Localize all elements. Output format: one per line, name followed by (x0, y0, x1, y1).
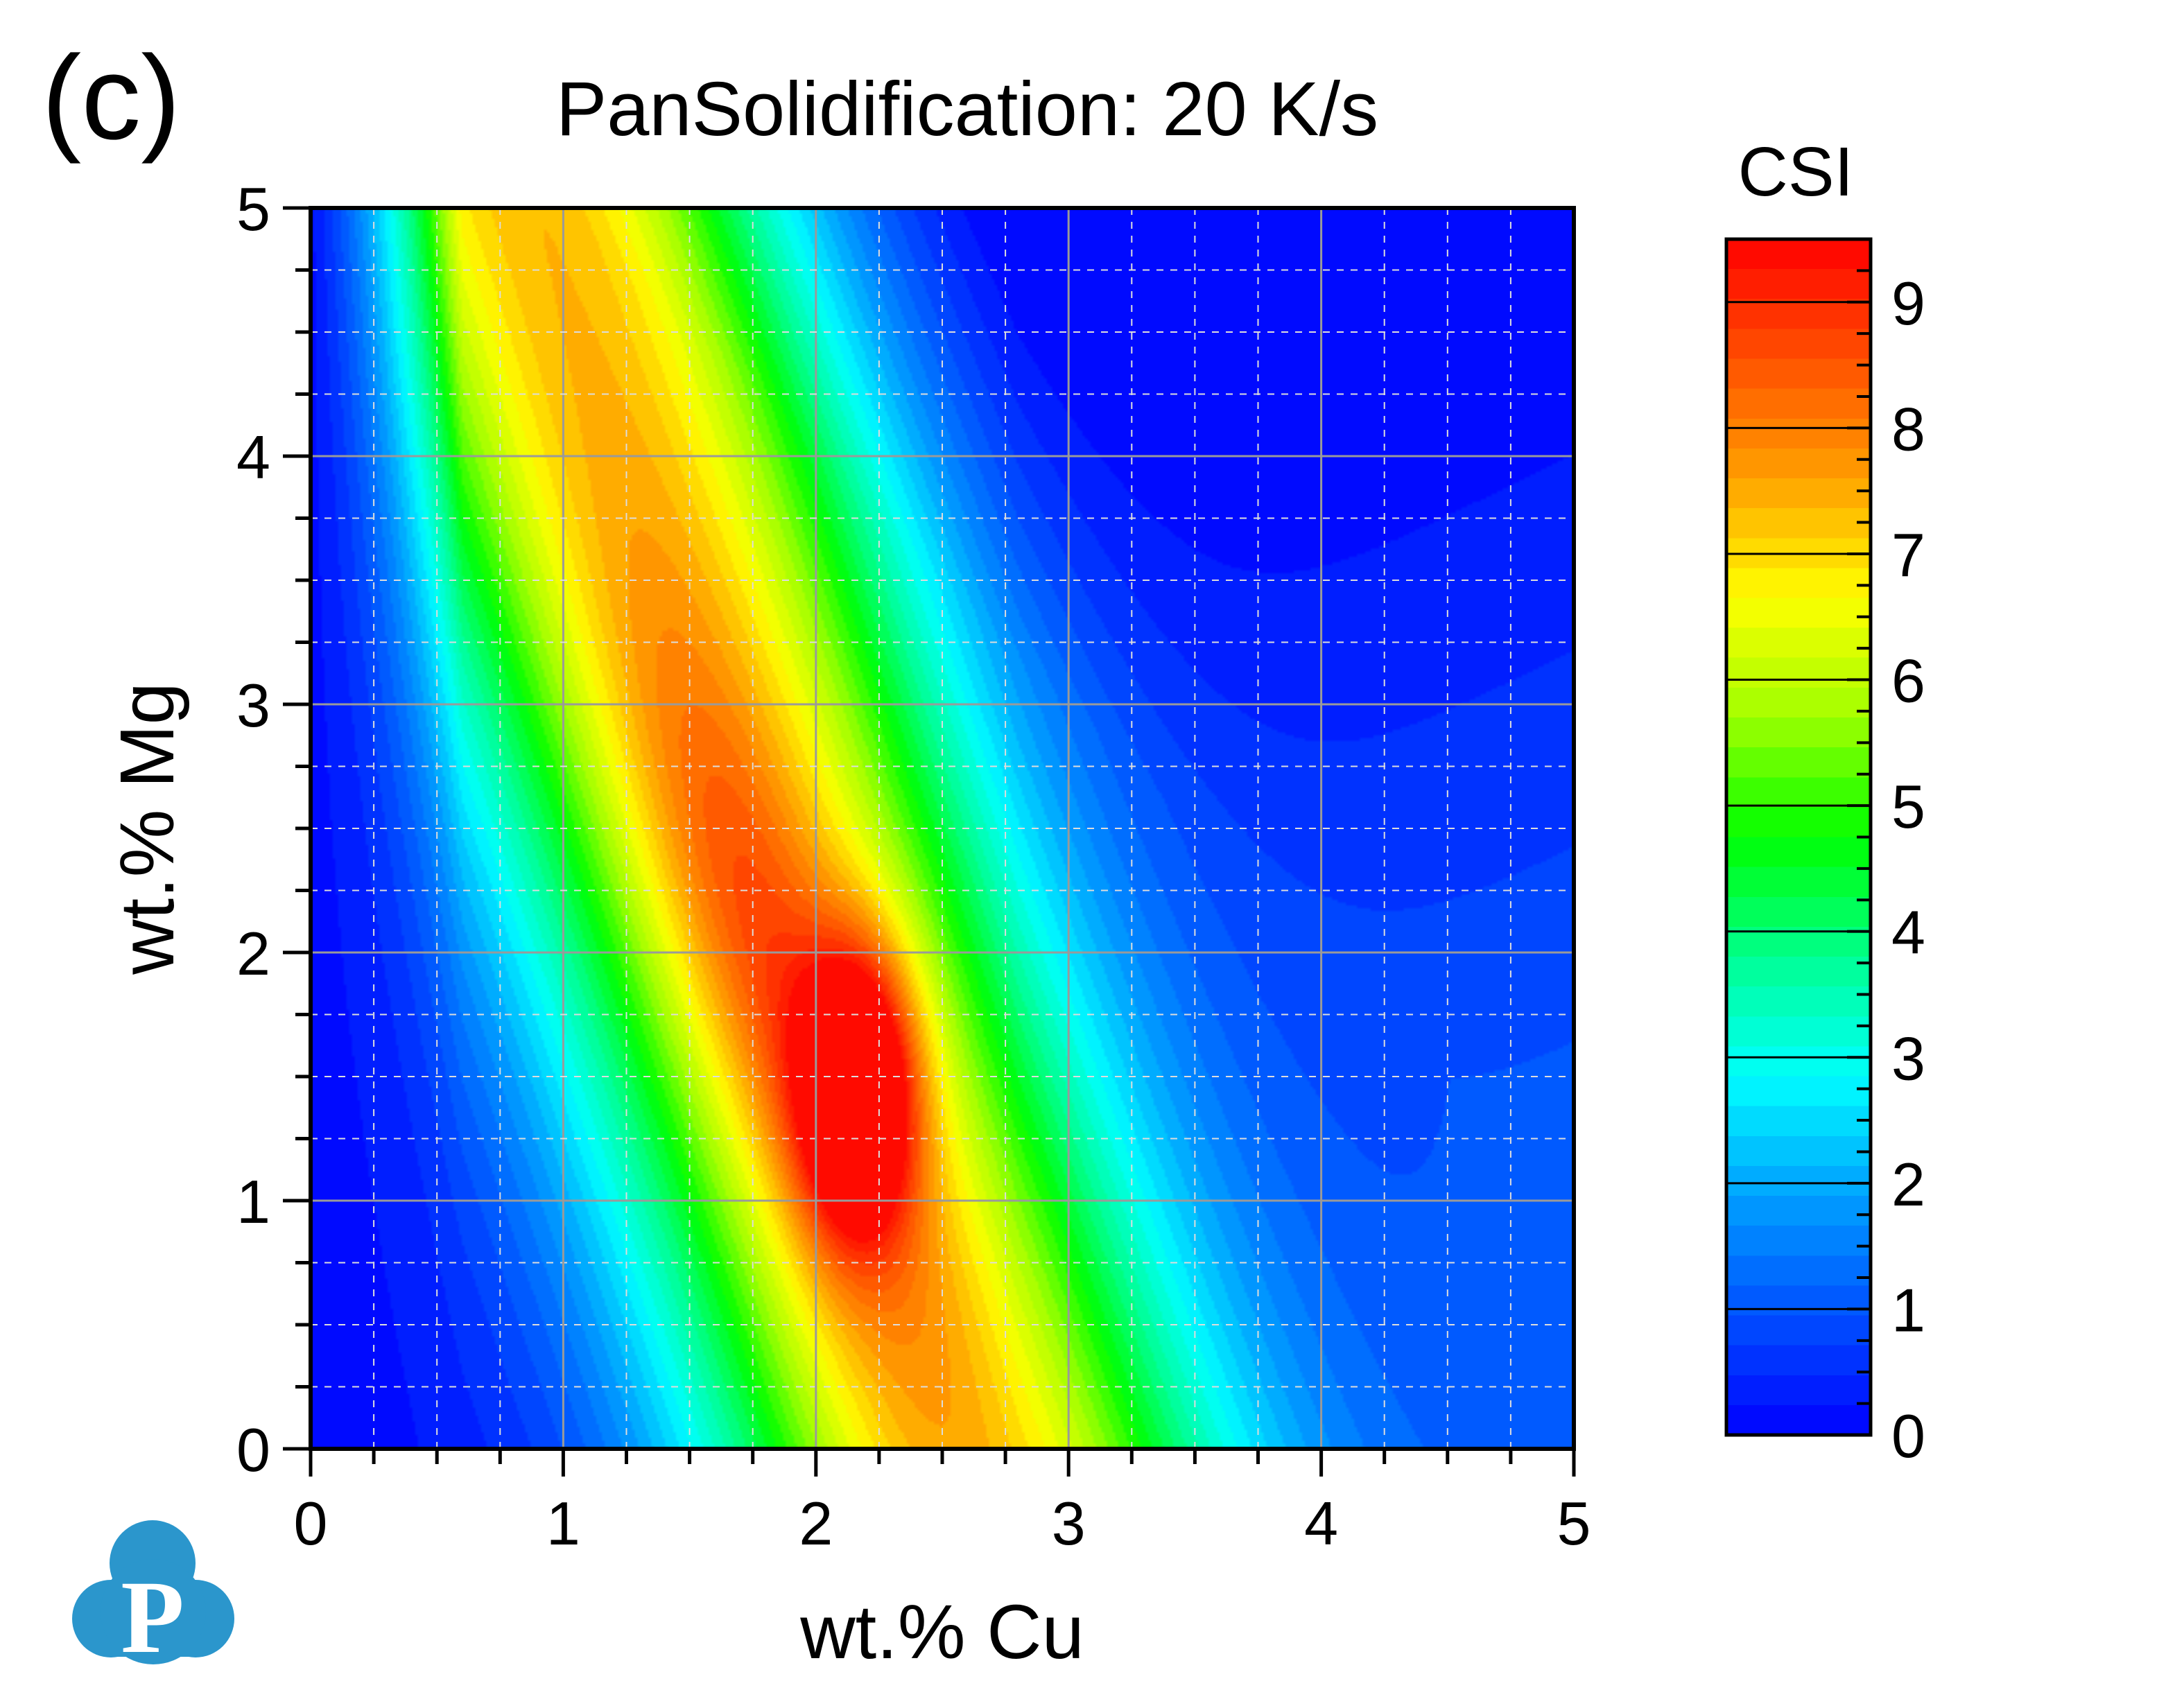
colorbar-label: CSI (1738, 133, 1854, 211)
colorbar-tick-label: 5 (1891, 772, 1925, 841)
x-tick-label: 5 (1557, 1489, 1591, 1558)
x-tick-label: 2 (799, 1489, 833, 1558)
y-axis: 0 1 2 3 4 5 (236, 175, 311, 1484)
y-tick-label: 1 (236, 1167, 270, 1236)
x-tick-label: 3 (1052, 1489, 1086, 1558)
x-tick-label: 0 (294, 1489, 328, 1558)
colorbar-tick-label: 9 (1891, 269, 1925, 338)
grid-lines (311, 208, 1574, 1449)
panel-label: (c) (42, 31, 181, 164)
logo: P (72, 1520, 234, 1675)
colorbar-tick-label: 7 (1891, 521, 1925, 589)
y-tick-label: 4 (236, 423, 270, 491)
x-axis: 0 1 2 3 4 5 (294, 1449, 1591, 1558)
x-axis-label: wt.% Cu (799, 1590, 1084, 1675)
y-tick-label: 3 (236, 671, 270, 740)
colorbar (1724, 237, 1873, 1437)
x-tick-label: 4 (1304, 1489, 1338, 1558)
colorbar-tick-label: 2 (1891, 1150, 1925, 1219)
colorbar-ticks: 0 1 2 3 4 5 6 7 8 9 (1726, 269, 1925, 1470)
cloud-logo-icon (72, 1520, 234, 1664)
colorbar-tick-label: 6 (1891, 647, 1925, 715)
colorbar-tick-label: 3 (1891, 1024, 1925, 1093)
colorbar-tick-label: 4 (1891, 898, 1925, 967)
y-axis-label: wt.% Mg (105, 682, 190, 975)
colorbar-tick-label: 8 (1891, 394, 1925, 463)
colorbar-tick-label: 1 (1891, 1276, 1925, 1344)
y-tick-label: 2 (236, 919, 270, 988)
colorbar-tick-label: 0 (1891, 1402, 1925, 1470)
chart-title: PanSolidification: 20 K/s (556, 67, 1378, 152)
x-tick-label: 1 (546, 1489, 580, 1558)
logo-letter: P (121, 1560, 184, 1675)
y-tick-label: 5 (236, 175, 270, 243)
y-tick-label: 0 (236, 1416, 270, 1484)
